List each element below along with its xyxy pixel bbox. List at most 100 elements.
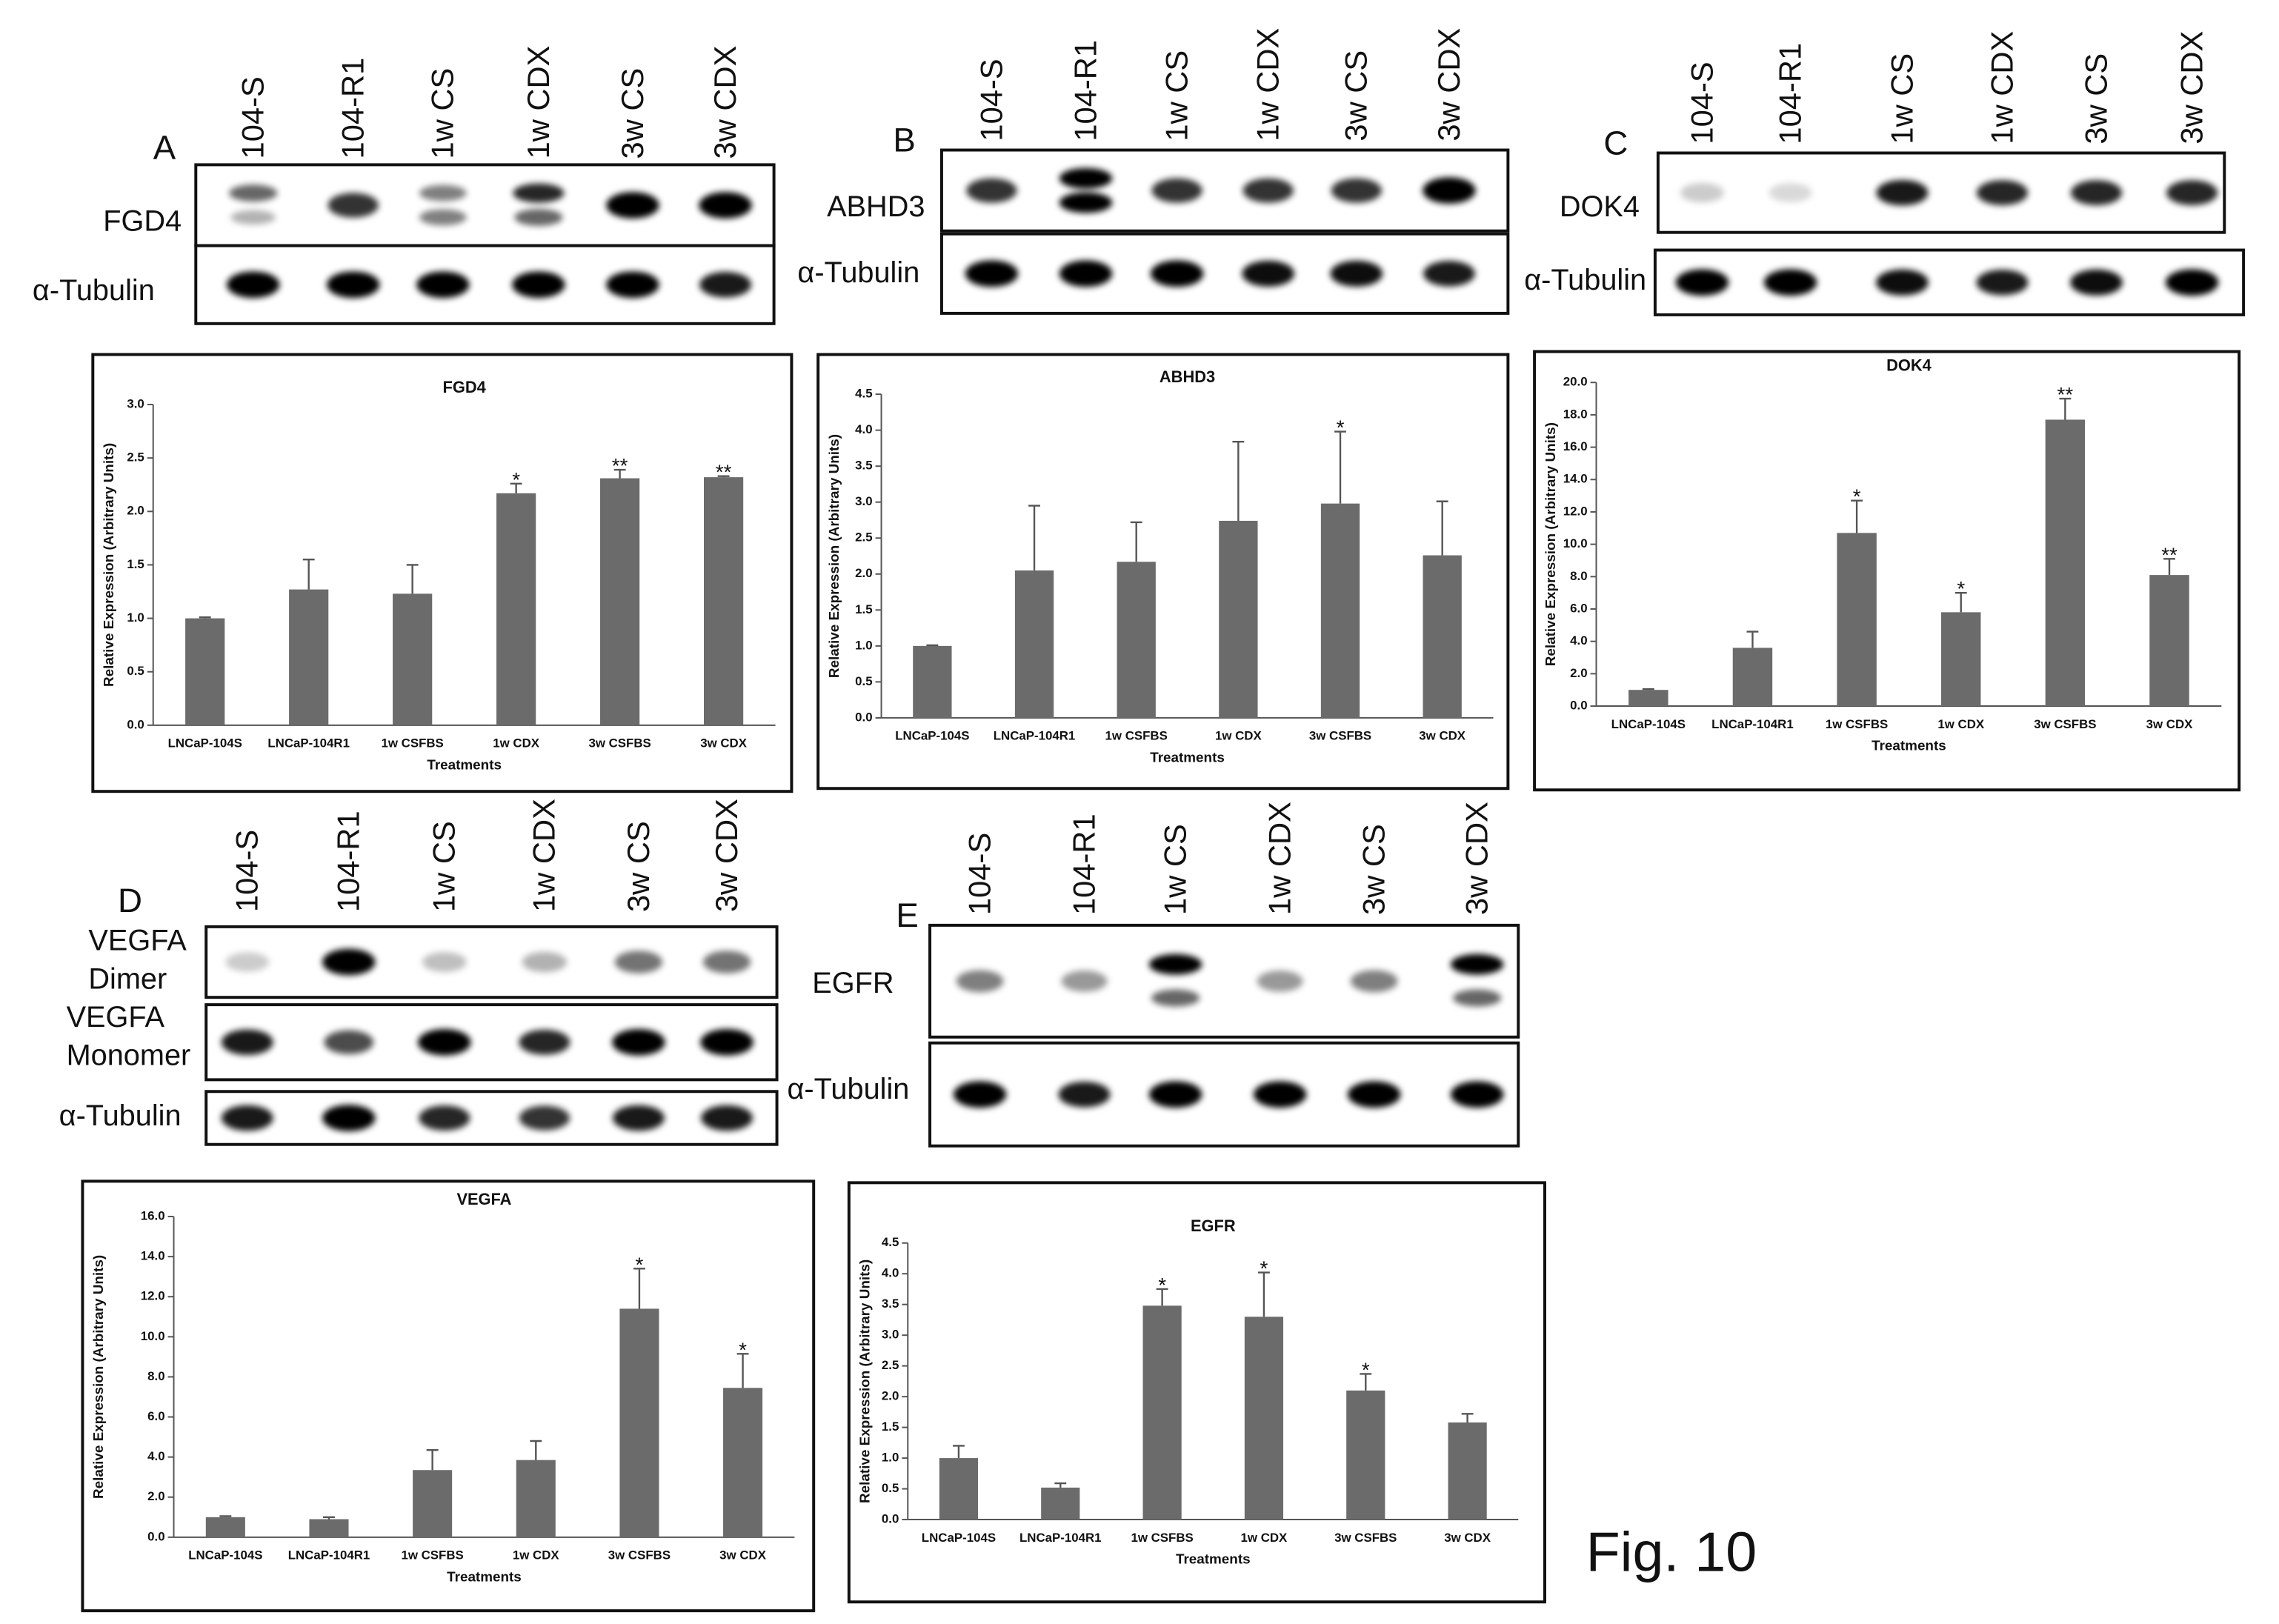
x-tick-label: 1w CDX (1241, 1531, 1288, 1545)
band (513, 183, 565, 203)
x-tick-label: 3w CSFBS (1334, 1531, 1397, 1545)
band (606, 192, 659, 219)
bar (704, 477, 744, 725)
band (1059, 167, 1113, 189)
blot-bands (226, 271, 752, 299)
error-bar (1436, 500, 1448, 556)
y-tick-label: 1.0 (855, 638, 872, 652)
lane-label: 1w CDX (1262, 802, 1297, 915)
blot-frame (194, 244, 776, 325)
y-tick-label: 16.0 (141, 1208, 165, 1222)
panel-letter: E (896, 896, 918, 934)
y-tick-label: 1.0 (882, 1451, 899, 1465)
band (1257, 971, 1303, 992)
x-tick-label: 3w CDX (1419, 729, 1466, 743)
bar (1837, 533, 1877, 707)
chart-title: EGFR (1191, 1217, 1236, 1235)
error-bar (302, 559, 315, 590)
bar (516, 1460, 556, 1537)
chart-title: DOK4 (1886, 356, 1932, 374)
band (612, 1105, 665, 1131)
y-tick-label: 12.0 (141, 1289, 165, 1303)
y-tick-label: 6.0 (147, 1409, 164, 1423)
x-tick-label: 3w CSFBS (608, 1548, 671, 1563)
bar (185, 618, 225, 725)
band (1876, 179, 1929, 206)
band (956, 970, 1004, 993)
y-tick-label: 8.0 (1570, 569, 1587, 583)
band (226, 271, 280, 299)
error-bar (323, 1516, 335, 1520)
significance: * (636, 1253, 644, 1276)
bar (1448, 1422, 1487, 1520)
y-tick-label: 10.0 (141, 1329, 165, 1343)
band (519, 1029, 570, 1055)
lane-label: 3w CS (2078, 53, 2113, 144)
bar (1423, 555, 1462, 718)
y-tick-label: 1.5 (127, 557, 144, 571)
lane-label: 3w CS (615, 68, 650, 159)
y-tick-label: 2.0 (1570, 666, 1587, 680)
y-tick-label: 0.5 (127, 664, 144, 678)
blot-frame (204, 1003, 779, 1082)
x-tick-label: 1w CSFBS (401, 1548, 463, 1563)
bar (1014, 570, 1054, 718)
x-tick-label: 1w CSFBS (1105, 729, 1168, 743)
bar (1117, 562, 1156, 718)
error-bar (926, 644, 939, 647)
row-label: Dimer (88, 962, 167, 995)
band (522, 951, 568, 973)
lane-label: 1w CDX (1984, 31, 2019, 144)
band (2070, 269, 2123, 296)
y-tick-label: 3.0 (127, 396, 144, 410)
blot-bands (225, 948, 751, 976)
row-label: Monomer (67, 1039, 191, 1072)
y-tick-label: 0.0 (1570, 698, 1587, 712)
bar (939, 1458, 979, 1520)
lane-label: 104-S (1684, 61, 1719, 144)
panel-letter: D (118, 882, 142, 919)
band (1763, 269, 1817, 296)
band (953, 1081, 1007, 1108)
x-tick-label: 3w CDX (700, 736, 748, 751)
band (606, 271, 659, 299)
x-tick-label: 3w CSFBS (1309, 729, 1371, 743)
y-tick-label: 0.0 (127, 717, 144, 731)
band (1331, 178, 1383, 203)
y-axis-label: Relative Expression (Arbitrary Units) (101, 443, 116, 687)
error-bar (1851, 499, 1863, 533)
bar (1320, 503, 1360, 718)
band (1151, 989, 1200, 1007)
band (1453, 989, 1502, 1007)
band (1330, 260, 1383, 287)
band (225, 952, 270, 972)
band (1423, 261, 1475, 287)
chart-frame (1533, 350, 2241, 792)
bar (2045, 419, 2086, 707)
x-axis-label: Treatments (1176, 1551, 1251, 1567)
band (422, 952, 467, 972)
y-tick-label: 2.0 (127, 504, 144, 518)
figure-label: Fig. 10 (1586, 1521, 1757, 1583)
band (1059, 192, 1113, 213)
y-tick-label: 2.5 (127, 450, 144, 465)
x-tick-label: 1w CDX (1937, 717, 1985, 731)
x-tick-label: LNCaP-104S (168, 736, 242, 751)
error-bar (1334, 430, 1346, 504)
lane-label: 104-S (236, 76, 270, 159)
x-tick-label: LNCaP-104S (895, 729, 969, 743)
y-tick-label: 3.5 (855, 459, 872, 473)
bar (496, 493, 536, 725)
lane-label: 104-S (962, 833, 997, 915)
row-label: EGFR (812, 967, 894, 999)
chart-title: FGD4 (443, 378, 487, 396)
row-label: α-Tubulin (59, 1099, 182, 1132)
y-tick-label: 0.0 (855, 710, 872, 724)
chart-frame (847, 1181, 1546, 1604)
y-tick-label: 4.0 (147, 1449, 164, 1463)
blot-bands (956, 954, 1504, 1007)
row-label: α-Tubulin (1524, 264, 1646, 296)
row-label: DOK4 (1560, 190, 1640, 223)
x-tick-label: 1w CDX (493, 736, 540, 751)
blot-frame (194, 163, 776, 247)
